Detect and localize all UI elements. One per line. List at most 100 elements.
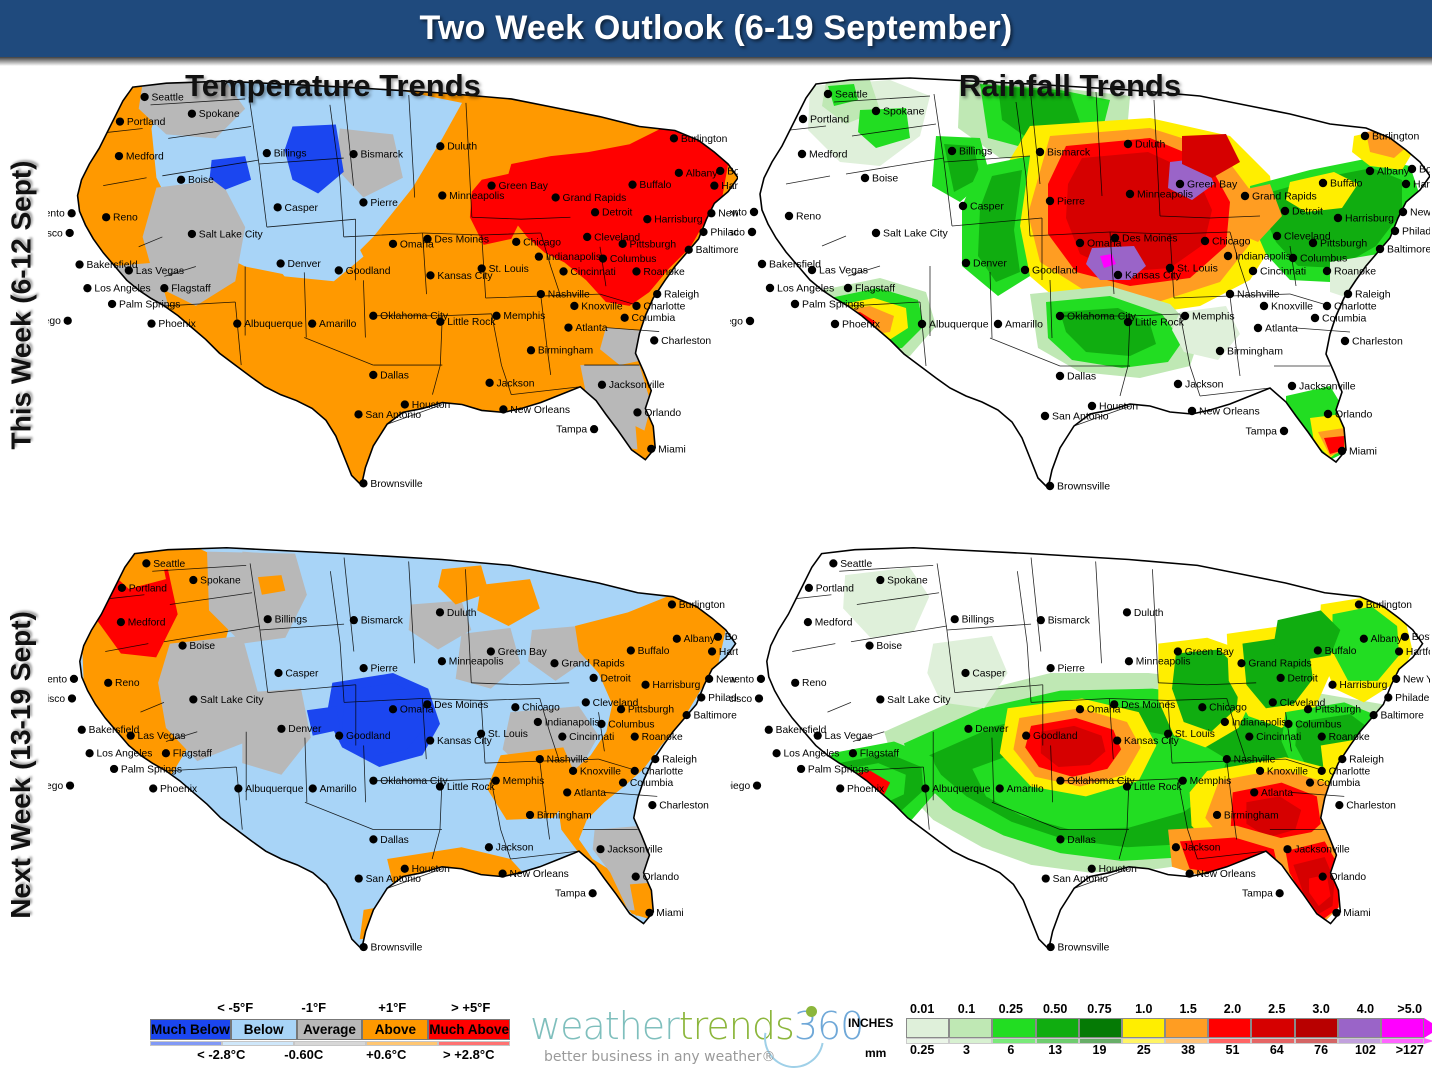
city-dot-salt-lake-city	[189, 695, 198, 704]
city-label-charleston: Charleston	[659, 801, 709, 812]
city-label-charleston: Charleston	[1346, 801, 1396, 812]
city-dot-baltimore	[682, 710, 691, 720]
city-dot-denver	[961, 258, 971, 268]
city-dot-birmingham	[1212, 810, 1222, 820]
city-dot-omaha	[388, 705, 398, 714]
city-dot-columbia	[620, 313, 629, 322]
city-dot-new-orleans	[1185, 869, 1194, 878]
city-dot-little-rock	[436, 317, 445, 326]
city-dot-bakersfield	[75, 260, 84, 269]
city-dot-medford	[114, 151, 124, 161]
map-rainfall-next-week: Seattle Spokane Portland Medford Boise Billin…	[730, 546, 1430, 953]
city-dot-palm-springs	[796, 764, 806, 774]
city-label-amarillo: Amarillo	[320, 784, 357, 795]
city-label-chicago: Chicago	[523, 237, 561, 248]
city-dot-chicago	[1200, 236, 1210, 246]
city-label-charleston: Charleston	[1352, 336, 1403, 348]
city-label-duluth: Duluth	[447, 608, 477, 619]
city-dot-brownsville	[359, 942, 368, 952]
row-label-this-week-text: This Week (6-12 Sept)	[5, 160, 36, 450]
city-label-charlotte: Charlotte	[1334, 301, 1377, 313]
rainfall-legend-mm-tick-6: 38	[1181, 1043, 1196, 1057]
city-dot-salt-lake-city	[187, 229, 197, 239]
city-dot-las-vegas	[807, 265, 817, 275]
city-label-casper: Casper	[285, 668, 319, 679]
city-label-medford: Medford	[128, 618, 166, 629]
city-dot-harrisburg	[1328, 680, 1337, 689]
city-label-dallas: Dallas	[1067, 835, 1096, 846]
rainfall-legend-band-shadow-5	[1121, 1038, 1166, 1044]
temp-legend-swatch-shadow-3	[366, 1041, 438, 1046]
city-label-san-francisco: San Francisco	[730, 694, 752, 705]
city-dot-amarillo	[993, 319, 1003, 329]
city-dot-albuquerque	[917, 319, 927, 329]
city-dot-san-francisco	[747, 227, 757, 237]
city-label-omaha: Omaha	[400, 705, 434, 716]
city-label-las-vegas: Las Vegas	[825, 731, 873, 742]
city-label-cleveland: Cleveland	[593, 698, 639, 709]
city-dot-casper	[961, 668, 970, 678]
city-dot-san-antonio	[1040, 411, 1050, 421]
city-dot-columbia	[1310, 313, 1320, 323]
city-dot-oklahoma-city	[1055, 311, 1065, 321]
city-dot-baltimore	[1375, 244, 1385, 254]
city-dot-nashville	[536, 289, 545, 299]
city-label-chicago: Chicago	[522, 703, 560, 714]
map-temperature-next-week: Seattle Spokane Portland Medford Boise Billin…	[48, 546, 738, 953]
temp-legend-bottom-1: -0.60C	[284, 1047, 324, 1062]
city-dot-burlington	[667, 600, 677, 609]
city-label-los-angeles: Los Angeles	[94, 284, 150, 295]
city-dot-medford	[797, 149, 807, 159]
city-dot-goodland	[1020, 265, 1030, 275]
city-label-orlando: Orlando	[1330, 872, 1367, 883]
city-label-billings: Billings	[275, 615, 308, 626]
city-dot-albuquerque	[233, 319, 242, 328]
city-label-baltimore: Baltimore	[696, 245, 738, 256]
city-dot-minneapolis	[437, 657, 447, 666]
city-label-buffalo: Buffalo	[1330, 178, 1363, 190]
city-dot-omaha	[1075, 238, 1085, 248]
city-label-tampa: Tampa	[1242, 889, 1273, 900]
city-label-baltimore: Baltimore	[1380, 711, 1424, 722]
city-dot-phoenix	[149, 784, 158, 793]
city-dot-detroit	[590, 208, 600, 217]
rainfall-legend-inch-ticks: 0.01 0.1 0.25 0.50 0.75 1.0 1.5 2.0 2.5 3.0 4.0 >5.…	[900, 1002, 1432, 1016]
rainfall-legend-inch-tick-7: 2.0	[1223, 1002, 1242, 1016]
city-dot-houston	[400, 400, 409, 409]
city-dot-san-antonio	[354, 874, 363, 883]
city-dot-reno	[784, 211, 794, 221]
rainfall-legend-band-6	[1165, 1018, 1209, 1038]
city-label-san-francisco: San Francisco	[48, 694, 65, 705]
rainfall-legend-band-shadow-6	[1165, 1038, 1209, 1044]
temp-legend-top-3: > +5°F	[451, 1000, 491, 1015]
city-dot-dallas	[369, 835, 378, 844]
temperature-legend-top-labels: < -5°F -1°F +1°F > +5°F	[150, 1000, 510, 1015]
city-label-spokane: Spokane	[200, 575, 241, 586]
city-dot-flagstaff	[160, 284, 169, 293]
city-dot-tampa	[1275, 889, 1284, 898]
city-label-boise: Boise	[872, 173, 898, 185]
city-label-roanoke: Roanoke	[642, 732, 683, 743]
city-dot-memphis	[1178, 776, 1187, 785]
city-dot-las-vegas	[124, 266, 133, 275]
city-label-raleigh: Raleigh	[1355, 289, 1391, 301]
city-dot-columbus	[597, 719, 606, 729]
city-label-palm-springs: Palm Springs	[802, 299, 864, 311]
city-dot-st-louis	[476, 729, 486, 738]
city-dot-cleveland	[1272, 231, 1282, 241]
city-dot-tampa	[588, 889, 597, 898]
city-label-miami: Miami	[1343, 908, 1370, 919]
city-dot-minneapolis	[1124, 657, 1134, 666]
city-label-denver: Denver	[975, 724, 1009, 735]
city-label-st-louis: St. Louis	[488, 729, 528, 740]
city-label-birmingham: Birmingham	[1227, 346, 1283, 358]
rainfall-legend-band-2	[992, 1018, 1036, 1038]
rainfall-legend-inch-tick-3: 0.50	[1042, 1002, 1068, 1016]
city-label-bismarck: Bismarck	[360, 150, 403, 161]
city-label-sacramento: Sacramento	[730, 207, 747, 219]
city-dot-palm-springs	[107, 299, 117, 309]
city-dot-charleston	[1335, 801, 1344, 810]
city-label-pierre: Pierre	[370, 198, 398, 209]
rainfall-legend-band-8	[1251, 1018, 1295, 1038]
row-label-next-week: Next Week (13-19 Sept)	[0, 545, 44, 985]
